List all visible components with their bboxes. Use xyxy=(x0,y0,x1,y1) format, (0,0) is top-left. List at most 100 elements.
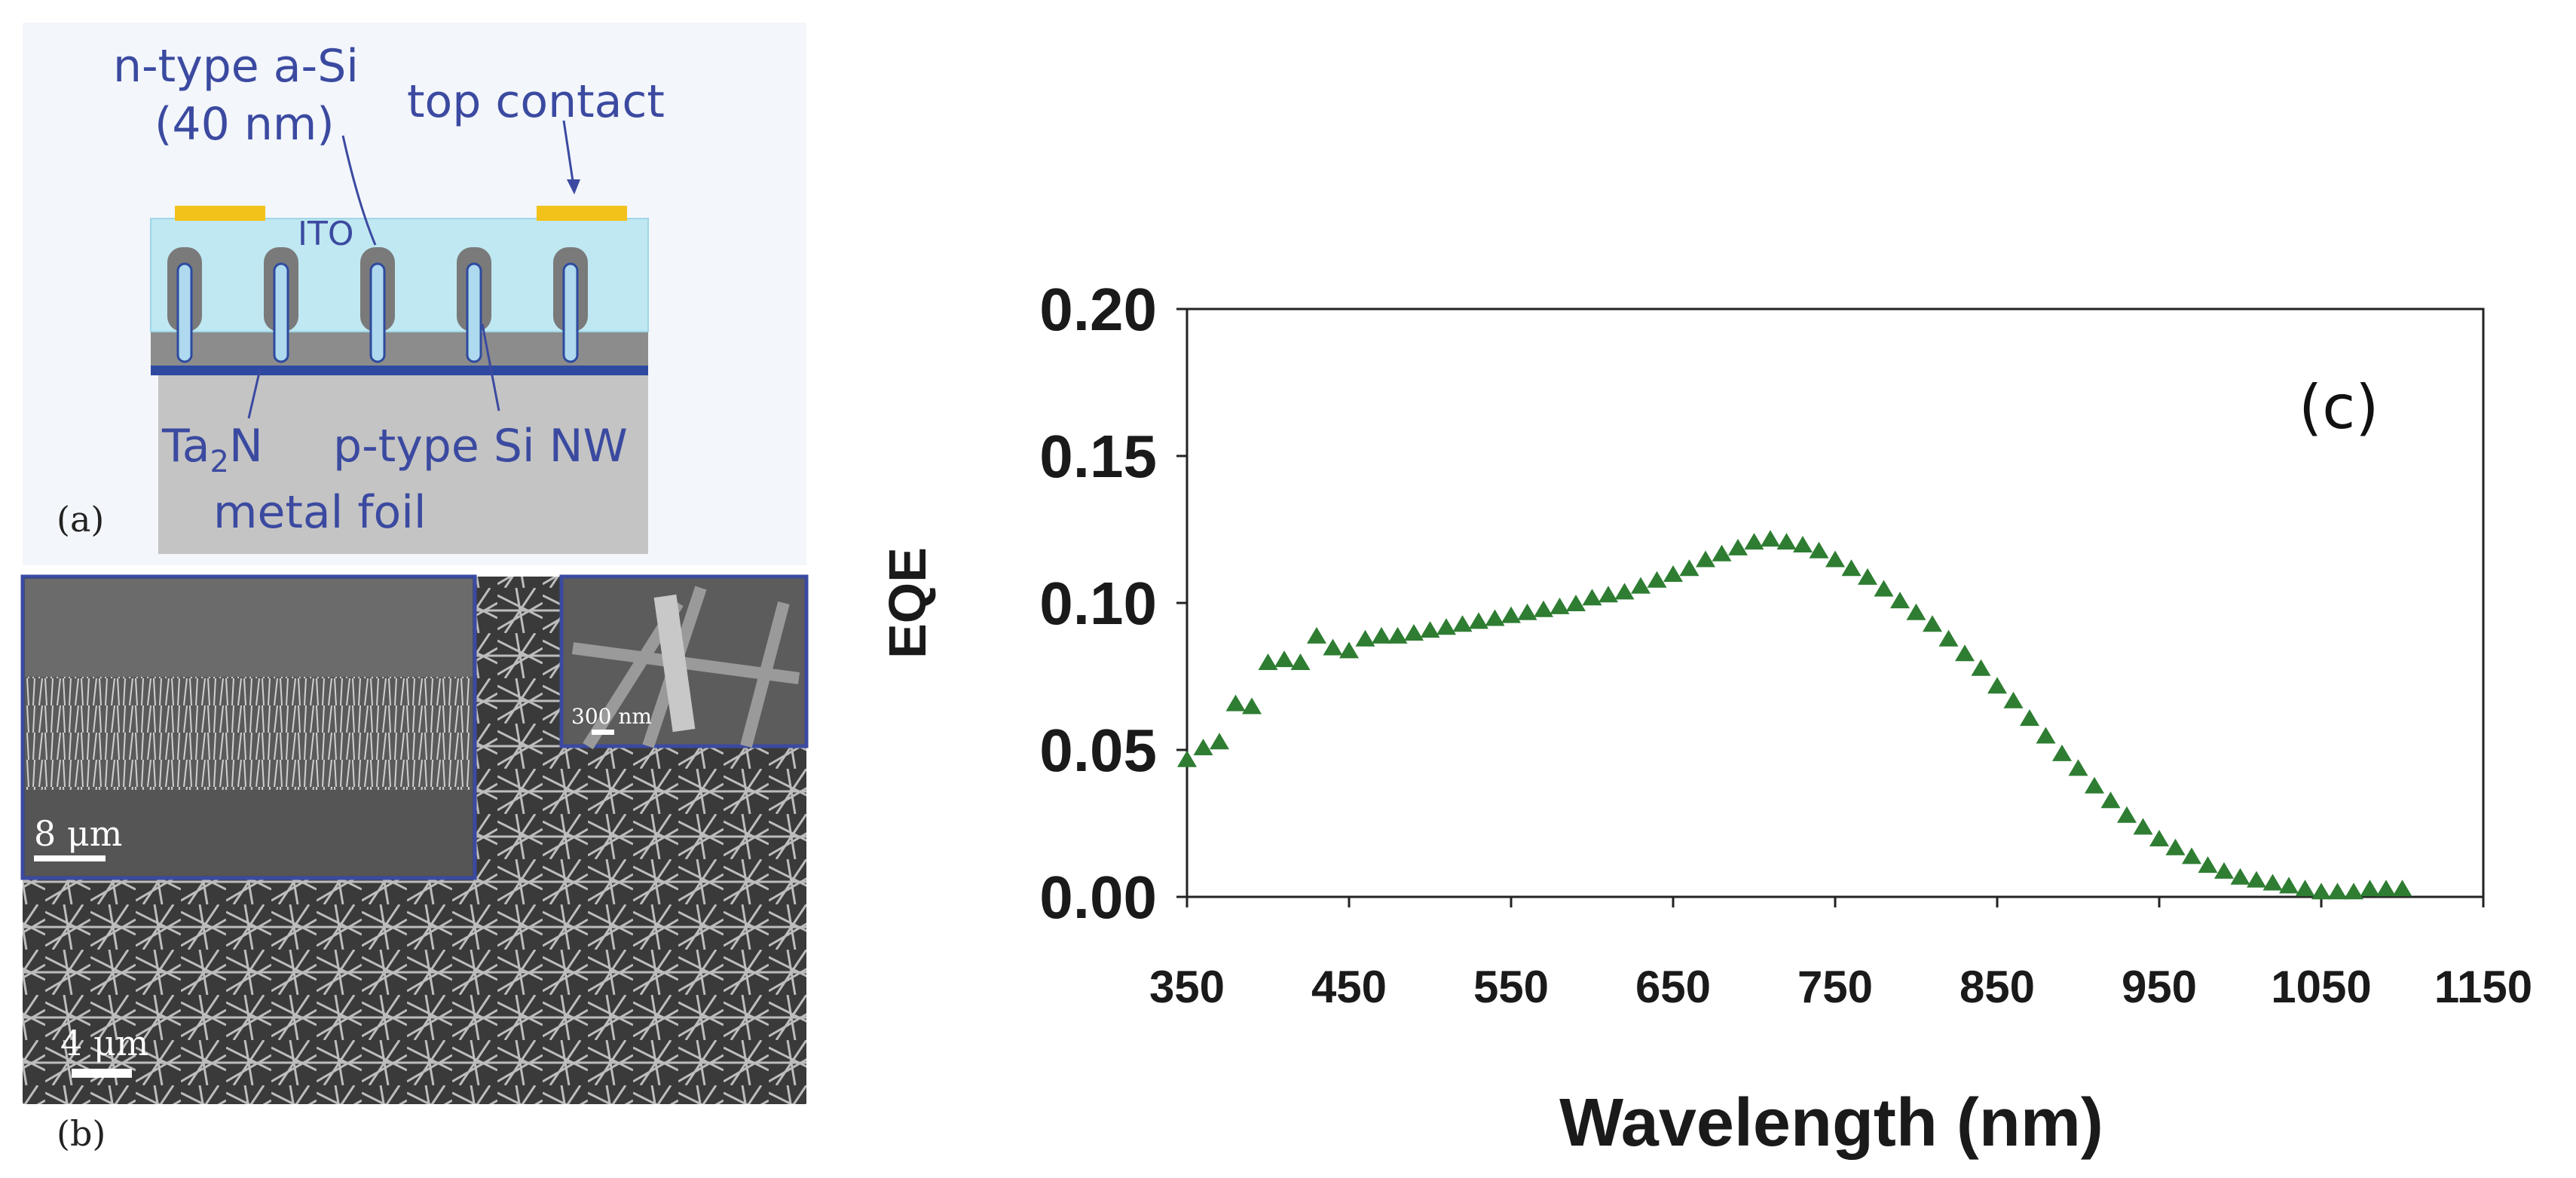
eqe-data-point xyxy=(2052,744,2072,761)
eqe-data-point xyxy=(1906,603,1926,620)
eqe-data-point xyxy=(1436,618,1456,635)
eqe-data-point xyxy=(1307,626,1326,644)
eqe-data-point xyxy=(2020,709,2039,727)
eqe-data-point xyxy=(1809,541,1829,558)
eqe-data-point xyxy=(1874,580,1894,597)
n-type-arrow xyxy=(341,135,377,246)
panel-b-label: (b) xyxy=(57,1113,106,1154)
eqe-data-point xyxy=(1177,750,1197,767)
eqe-data-point xyxy=(1776,533,1797,550)
eqe-data-point xyxy=(2133,818,2153,835)
eqe-data-point xyxy=(1290,653,1311,670)
x-tick-label: 750 xyxy=(1797,962,1873,1012)
x-tick-label: 1150 xyxy=(2434,962,2532,1012)
eqe-data-point xyxy=(1485,609,1505,626)
eqe-data-point xyxy=(1712,544,1732,561)
eqe-data-point xyxy=(1793,536,1813,552)
eqe-data-point xyxy=(2036,727,2056,744)
top-contact-left xyxy=(175,206,265,221)
inset-left-scale-bar xyxy=(34,855,106,861)
ta2n-label: Ta2N xyxy=(161,420,263,479)
eqe-data-point xyxy=(1274,650,1294,668)
metal-foil-layer xyxy=(158,373,648,554)
y-tick-label: 0.15 xyxy=(1039,423,1157,490)
p-type-si-nw-label: p-type Si NW xyxy=(333,420,628,473)
eqe-data-point xyxy=(1744,533,1764,550)
eqe-data-point xyxy=(1469,612,1488,629)
eqe-data-point xyxy=(1210,733,1229,750)
eqe-data-point xyxy=(1614,583,1635,600)
eqe-data-point xyxy=(2117,806,2137,823)
eqe-data-point xyxy=(2068,759,2088,776)
eqe-data-point xyxy=(1728,538,1748,555)
si-nw-leader xyxy=(481,323,500,412)
eqe-data-point xyxy=(1420,621,1440,638)
eqe-data-point xyxy=(2295,880,2315,897)
eqe-data-point xyxy=(1825,550,1845,568)
eqe-data-point xyxy=(2149,830,2169,846)
nanowire xyxy=(360,247,395,363)
eqe-data-point xyxy=(1550,597,1570,614)
x-tick-label: 450 xyxy=(1311,962,1387,1012)
eqe-data-point xyxy=(1582,589,1602,606)
eqe-data-point xyxy=(1955,644,1975,662)
eqe-data-point xyxy=(1599,586,1618,603)
eqe-data-point xyxy=(1761,530,1780,547)
eqe-data-point xyxy=(2360,880,2380,897)
panel-a-label: (a) xyxy=(57,499,104,540)
eqe-data-point xyxy=(2311,883,2331,900)
x-axis-title: Wavelength (nm) xyxy=(1559,1085,2103,1161)
inset-right-scale-text: 300 nm xyxy=(571,704,652,729)
eqe-series xyxy=(1177,530,2412,900)
eqe-data-point xyxy=(1566,595,1586,611)
ito-label: ITO xyxy=(298,215,354,253)
eqe-data-point xyxy=(1387,626,1408,644)
eqe-data-point xyxy=(1631,577,1651,594)
panel-b-sem: 8 μm 300 nm 4 μm (b) xyxy=(20,574,809,1154)
eqe-data-point xyxy=(1258,653,1278,670)
main-scale-text: 4 μm xyxy=(60,1023,148,1063)
eqe-data-point xyxy=(2165,838,2186,855)
leader-lines xyxy=(247,120,580,419)
x-axis: 350 450 550 650 750 850 950 1050 1150 xyxy=(1149,897,2532,1012)
eqe-data-point xyxy=(1534,600,1553,617)
eqe-data-point xyxy=(2279,877,2299,894)
x-tick-label: 950 xyxy=(2122,962,2197,1012)
nanowire xyxy=(167,247,202,363)
eqe-data-point xyxy=(1696,550,1715,568)
top-contact-label: top contact xyxy=(407,75,665,128)
eqe-data-point xyxy=(1841,559,1862,577)
top-contact-right xyxy=(537,206,627,221)
eqe-data-point xyxy=(2100,791,2121,809)
eqe-data-point xyxy=(2247,870,2266,888)
y-tick-label: 0.20 xyxy=(1039,276,1157,343)
ta2n-layer xyxy=(151,363,648,375)
nanowire-array xyxy=(167,247,588,363)
eqe-data-point xyxy=(1372,626,1391,644)
eqe-data-point xyxy=(2344,883,2363,900)
x-tick-label: 650 xyxy=(1635,962,1711,1012)
eqe-data-point xyxy=(1355,629,1375,647)
eqe-data-point xyxy=(2230,867,2250,885)
eqe-data-point xyxy=(2182,847,2201,864)
eqe-data-point xyxy=(1647,571,1667,588)
y-tick-label: 0.05 xyxy=(1039,717,1157,784)
eqe-data-point xyxy=(2003,691,2024,708)
eqe-data-point xyxy=(2214,861,2234,879)
n-type-label-line1: n-type a-Si xyxy=(113,40,359,93)
eqe-data-point xyxy=(1923,615,1942,632)
eqe-data-point xyxy=(1517,603,1537,620)
n-type-label-line2: (40 nm) xyxy=(154,98,335,151)
eqe-data-point xyxy=(1452,615,1473,632)
y-tick-label: 0.10 xyxy=(1039,570,1157,637)
eqe-data-point xyxy=(1339,641,1359,659)
sem-inset-cross-section: 8 μm xyxy=(20,574,477,880)
ta2n-leader xyxy=(247,369,262,419)
sem-inset-zoom: 300 nm xyxy=(559,574,809,750)
metal-foil-label: metal foil xyxy=(213,486,427,539)
y-tick-label: 0.00 xyxy=(1039,864,1157,931)
eqe-data-point xyxy=(2198,856,2218,874)
panel-a-schematic: n-type a-Si (40 nm) top contact ITO Ta2N… xyxy=(23,23,806,565)
eqe-data-point xyxy=(1404,624,1424,641)
eqe-data-point xyxy=(2376,880,2396,897)
